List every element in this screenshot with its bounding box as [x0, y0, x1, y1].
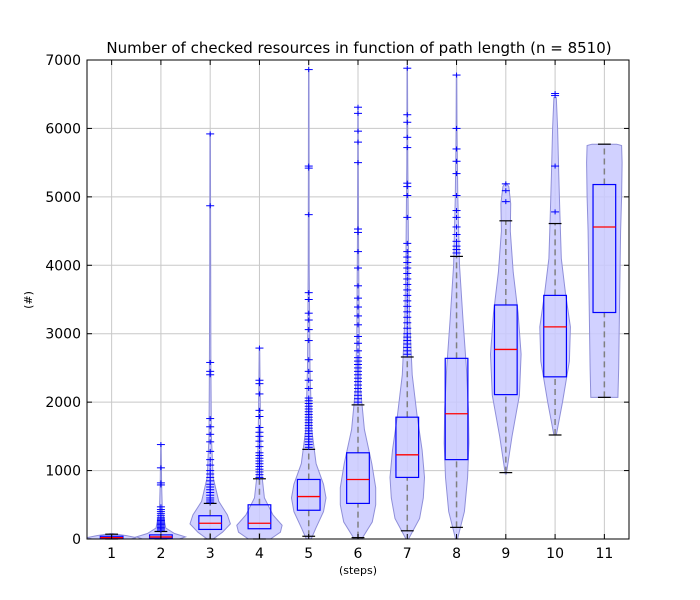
y-axis-label: (#) — [22, 291, 35, 309]
x-axis: 1 2 3 4 5 6 7 8 9 10 11 — [107, 60, 613, 562]
y-tick-label: 7000 — [45, 53, 81, 69]
x-axis-label: (steps) — [339, 564, 377, 577]
box-6 — [346, 452, 370, 505]
y-tick-label: 5000 — [45, 190, 81, 206]
x-tick-label: 8 — [452, 546, 461, 562]
x-tick-label: 9 — [501, 546, 510, 562]
x-tick-label: 11 — [595, 546, 613, 562]
box-7 — [395, 416, 420, 479]
y-tick-label: 3000 — [45, 327, 81, 343]
violin-10 — [539, 97, 571, 436]
x-tick-label: 3 — [206, 546, 215, 562]
y-tick-label: 0 — [72, 532, 81, 548]
violin-9 — [489, 182, 522, 475]
x-tick-label: 1 — [107, 546, 116, 562]
box-10 — [543, 294, 568, 378]
y-tick-label: 2000 — [45, 395, 81, 411]
violin-11 — [586, 143, 623, 398]
box-4 — [247, 504, 272, 530]
box-5 — [296, 478, 321, 511]
boxplots — [99, 65, 617, 540]
box-3 — [198, 515, 223, 531]
x-tick-label: 7 — [403, 546, 412, 562]
x-tick-label: 4 — [255, 546, 264, 562]
chart-title: Number of checked resources in function … — [106, 39, 611, 57]
box-8 — [444, 357, 469, 461]
x-tick-label: 5 — [304, 546, 313, 562]
y-axis: 0 1000 2000 3000 4000 5000 6000 7000 — [45, 53, 629, 548]
box-11 — [592, 183, 617, 314]
y-tick-label: 4000 — [45, 258, 81, 274]
violins — [86, 67, 623, 540]
x-tick-label: 10 — [546, 546, 564, 562]
y-tick-label: 6000 — [45, 121, 81, 137]
x-tick-label: 6 — [354, 546, 363, 562]
x-tick-label: 2 — [156, 546, 165, 562]
y-tick-label: 1000 — [45, 464, 81, 480]
